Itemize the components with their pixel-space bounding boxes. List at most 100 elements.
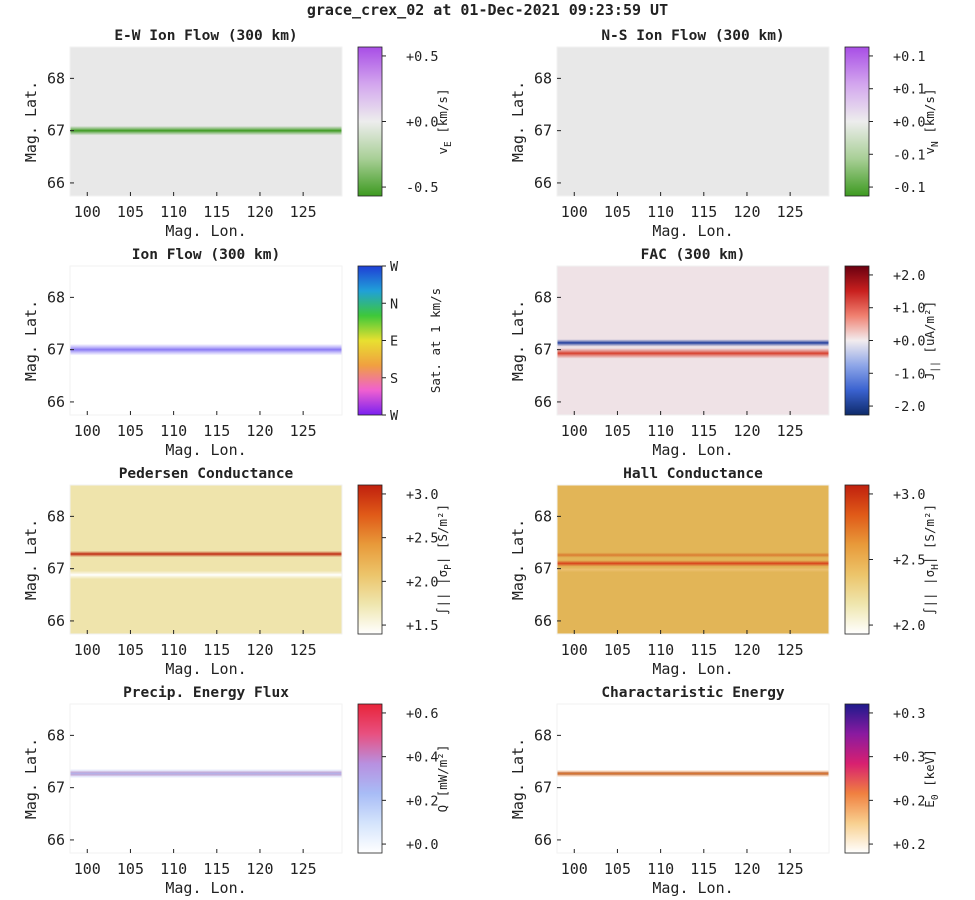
- axes-frame: [556, 46, 830, 197]
- x-tick-label: 115: [690, 641, 717, 659]
- x-tick-label: 100: [74, 641, 101, 659]
- y-tick-label: 67: [47, 122, 65, 140]
- y-axis-label: Mag. Lat.: [22, 519, 40, 600]
- x-tick-label: 120: [733, 422, 760, 440]
- colorbar: [844, 46, 870, 197]
- x-tick-label: 120: [246, 203, 273, 221]
- panel-title: Pedersen Conductance: [119, 466, 294, 482]
- heatmap-background: [70, 704, 342, 853]
- axes-frame: [556, 703, 830, 854]
- colorbar-tick-label: +0.0: [893, 115, 926, 131]
- heatmap-background: [557, 485, 829, 634]
- panel-title: FAC (300 km): [641, 247, 746, 263]
- axes-frame: [69, 484, 343, 635]
- x-axis-label: Mag. Lon.: [652, 660, 733, 678]
- colorbar-tick-label: +2.0: [893, 618, 926, 634]
- y-tick-label: 66: [534, 393, 552, 411]
- colorbar-label: vN [km/s]: [922, 89, 941, 155]
- x-tick-label: 100: [74, 422, 101, 440]
- colorbar-tick-label: +2.0: [406, 574, 439, 590]
- x-tick-label: 100: [74, 203, 101, 221]
- colorbar-tick-label: +2.5: [406, 531, 439, 547]
- x-tick-label: 105: [604, 860, 631, 878]
- colorbar: [844, 484, 870, 635]
- colorbar-tick-label: +3.0: [406, 487, 439, 503]
- x-tick-label: 105: [117, 641, 144, 659]
- panel-precip-energy-flux: Precip. Energy Flux 100 105 110 115 120 125 66 6…: [22, 685, 450, 897]
- x-tick-label: 120: [733, 641, 760, 659]
- heatmap-band: [70, 125, 342, 136]
- x-tick-label: 120: [246, 641, 273, 659]
- figure-title: grace_crex_02 at 01-Dec-2021 09:23:59 UT: [306, 1, 669, 19]
- panel-title: Hall Conductance: [623, 466, 763, 482]
- x-tick-label: 105: [117, 203, 144, 221]
- y-axis-label: Mag. Lat.: [509, 738, 527, 819]
- y-tick-label: 66: [534, 612, 552, 630]
- heatmap-band: [557, 339, 829, 347]
- heatmap-band: [557, 560, 829, 567]
- heatmap-band: [557, 348, 829, 359]
- x-tick-label: 125: [290, 641, 317, 659]
- colorbar-tick-label: S: [390, 371, 398, 387]
- x-tick-label: 120: [733, 203, 760, 221]
- x-tick-label: 110: [647, 641, 674, 659]
- y-axis-label: Mag. Lat.: [22, 300, 40, 381]
- axes-frame: [556, 265, 830, 416]
- colorbar-label: ∫|| |σP| [S/m²]: [435, 504, 454, 615]
- y-tick-label: 68: [47, 726, 65, 744]
- heatmap-band: [70, 768, 342, 779]
- colorbar-tick-label: E: [390, 334, 398, 350]
- colorbar-tick-label: +1.5: [406, 618, 439, 634]
- colorbar: [357, 703, 383, 854]
- y-axis-label: Mag. Lat.: [509, 81, 527, 162]
- heatmap-band: [557, 769, 829, 778]
- colorbar-label: E0 [keV]: [922, 749, 941, 807]
- colorbar-tick-label: N: [390, 296, 398, 312]
- x-tick-label: 105: [604, 203, 631, 221]
- heatmap-background: [557, 704, 829, 853]
- panel-title: Charactaristic Energy: [601, 685, 785, 701]
- x-tick-label: 105: [604, 422, 631, 440]
- panel-characteristic-energy: Charactaristic Energy 100 105 110 115 120 125 6…: [509, 685, 941, 897]
- colorbar-tick-label: +0.6: [406, 706, 439, 722]
- y-tick-label: 67: [534, 341, 552, 359]
- x-tick-label: 105: [117, 860, 144, 878]
- colorbar-tick-label: +0.0: [406, 837, 439, 853]
- x-tick-label: 105: [604, 641, 631, 659]
- x-tick-label: 100: [561, 860, 588, 878]
- y-tick-label: 68: [534, 507, 552, 525]
- heatmap-background: [70, 485, 342, 634]
- y-tick-label: 68: [534, 726, 552, 744]
- colorbar-tick-label: +0.0: [893, 334, 926, 350]
- y-tick-label: 68: [534, 288, 552, 306]
- colorbar-tick-label: +0.1: [893, 49, 926, 65]
- x-tick-label: 110: [647, 203, 674, 221]
- panel-hall-conductance: Hall Conductance 100 105 110 115 120 125 66 67 68…: [509, 466, 941, 678]
- heatmap-background: [70, 47, 342, 196]
- colorbar: [844, 703, 870, 854]
- axes-frame: [556, 484, 830, 635]
- colorbar-label: ∫|| |σH| [S/m²]: [922, 504, 941, 615]
- x-tick-label: 125: [777, 203, 804, 221]
- colorbar-tick-label: -0.1: [893, 180, 926, 196]
- colorbar: [844, 265, 870, 416]
- x-axis-label: Mag. Lon.: [165, 660, 246, 678]
- y-tick-label: 66: [534, 831, 552, 849]
- panel-pedersen-conductance: Pedersen Conductance 100 105 110 115 120 125 66…: [22, 466, 454, 678]
- x-tick-label: 115: [203, 860, 230, 878]
- x-tick-label: 125: [777, 422, 804, 440]
- y-tick-label: 66: [534, 174, 552, 192]
- x-tick-label: 100: [561, 641, 588, 659]
- x-tick-label: 110: [160, 203, 187, 221]
- panel-ew-ion-flow: E-W Ion Flow (300 km) 100 105 110 115 120 125 6…: [22, 28, 454, 240]
- x-tick-label: 100: [561, 203, 588, 221]
- colorbar-tick-label: W: [390, 259, 399, 275]
- y-tick-label: 68: [534, 69, 552, 87]
- axes-frame: [69, 703, 343, 854]
- x-tick-label: 115: [203, 203, 230, 221]
- y-tick-label: 68: [47, 507, 65, 525]
- y-axis-label: Mag. Lat.: [509, 519, 527, 600]
- colorbar-tick-label: -0.5: [406, 180, 439, 196]
- x-tick-label: 100: [74, 860, 101, 878]
- axes-frame: [69, 265, 343, 416]
